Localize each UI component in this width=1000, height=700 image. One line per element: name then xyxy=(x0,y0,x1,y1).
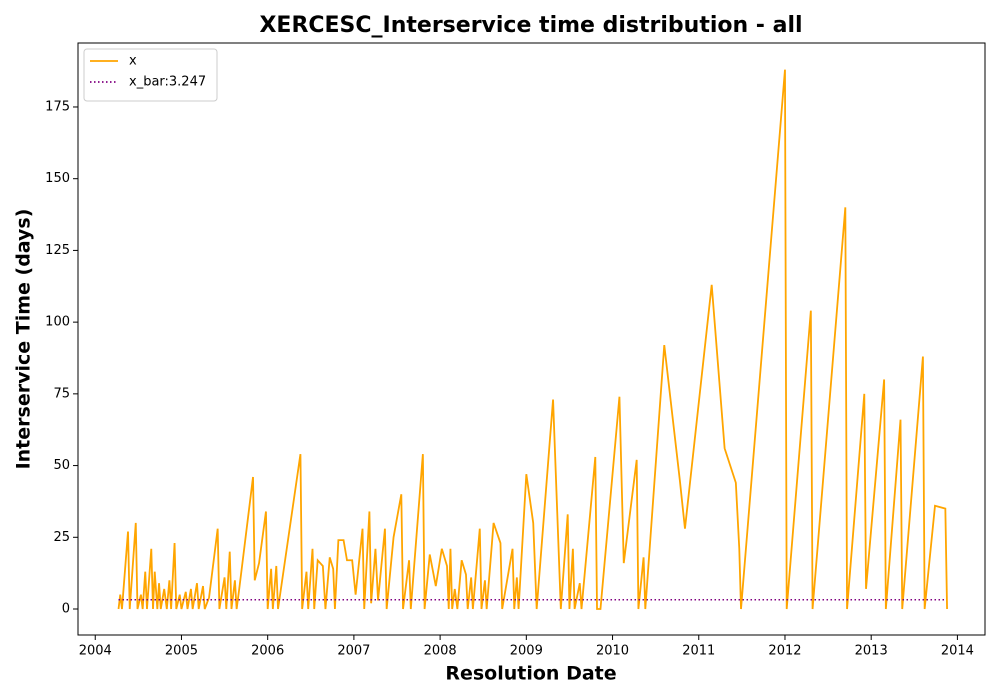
legend-box xyxy=(83,48,218,102)
x-tick-label: 2006 xyxy=(251,644,284,659)
plot-frame xyxy=(77,42,986,636)
y-tick-label: 150 xyxy=(45,171,70,186)
y-tick-label: 0 xyxy=(62,602,70,617)
x-tick-label: 2008 xyxy=(424,644,457,659)
y-tick-label: 75 xyxy=(53,386,70,401)
y-tick-label: 50 xyxy=(53,458,70,473)
x-tick-label: 2011 xyxy=(682,644,715,659)
x-tick-label: 2005 xyxy=(165,644,198,659)
y-tick-label: 125 xyxy=(45,243,70,258)
x-tick-label: 2014 xyxy=(941,644,974,659)
x-tick-label: 2010 xyxy=(596,644,629,659)
x-axis-label: Resolution Date xyxy=(445,663,616,685)
legend-label: x_bar:3.247 xyxy=(129,75,206,90)
y-tick-label: 175 xyxy=(45,99,70,114)
chart-title: XERCESC_Interservice time distribution -… xyxy=(259,13,802,38)
x-tick-label: 2012 xyxy=(768,644,801,659)
x-tick-label: 2007 xyxy=(337,644,370,659)
series-line xyxy=(117,69,948,610)
y-tick-label: 100 xyxy=(45,315,70,330)
y-tick-label: 25 xyxy=(53,530,70,545)
x-tick-label: 2009 xyxy=(510,644,543,659)
y-axis-label: Interservice Time (days) xyxy=(13,209,35,470)
x-tick-label: 2013 xyxy=(855,644,888,659)
x-tick-label: 2004 xyxy=(79,644,112,659)
legend-label: x xyxy=(129,54,137,69)
